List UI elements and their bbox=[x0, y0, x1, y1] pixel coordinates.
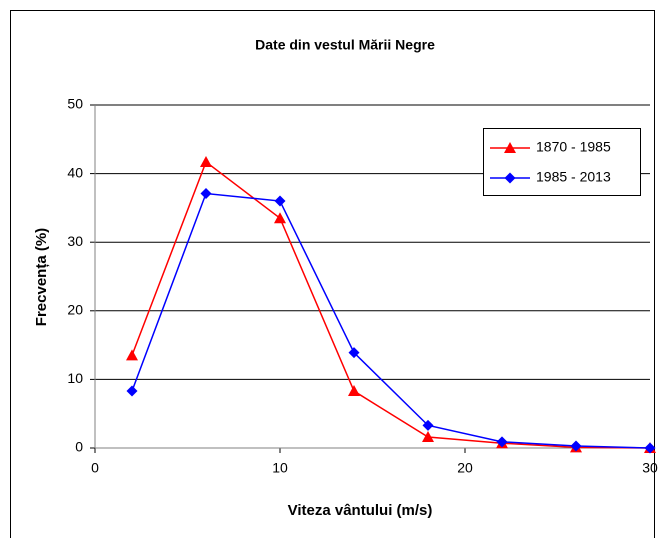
chart-border bbox=[10, 10, 655, 543]
x-axis-label: Viteza vântului (m/s) bbox=[288, 502, 433, 519]
marker bbox=[274, 212, 286, 224]
legend: 1870 - 1985 1985 - 2013 bbox=[483, 128, 641, 196]
marker bbox=[570, 440, 582, 452]
marker bbox=[126, 349, 138, 361]
y-tick-label: 30 bbox=[67, 233, 83, 249]
series-line bbox=[131, 192, 651, 449]
x-tick-label: 10 bbox=[272, 460, 288, 476]
marker bbox=[126, 385, 138, 397]
marker bbox=[274, 195, 286, 207]
y-axis-label: Frecvența (%) bbox=[33, 228, 50, 326]
x-tick-label: 20 bbox=[457, 460, 473, 476]
marker bbox=[496, 436, 508, 448]
marker bbox=[348, 347, 360, 359]
y-tick-label: 10 bbox=[67, 370, 83, 386]
y-tick-label: 50 bbox=[67, 96, 83, 112]
legend-box bbox=[483, 128, 641, 196]
y-tick-label: 0 bbox=[75, 439, 83, 455]
marker bbox=[504, 142, 516, 153]
y-tick-label: 20 bbox=[67, 302, 83, 318]
marker bbox=[644, 442, 656, 454]
series-line bbox=[131, 160, 651, 449]
chart-title: Date din vestul Mării Negre bbox=[255, 37, 435, 53]
x-tick-label: 30 bbox=[642, 460, 658, 476]
marker bbox=[348, 385, 360, 397]
legend-label: 1870 - 1985 bbox=[536, 139, 611, 155]
marker bbox=[504, 172, 516, 184]
marker bbox=[422, 419, 434, 431]
marker bbox=[200, 155, 212, 167]
marker bbox=[200, 187, 212, 199]
marker bbox=[422, 431, 434, 443]
x-tick-label: 0 bbox=[91, 460, 99, 476]
legend-label: 1985 - 2013 bbox=[536, 169, 611, 185]
y-tick-label: 40 bbox=[67, 164, 83, 180]
